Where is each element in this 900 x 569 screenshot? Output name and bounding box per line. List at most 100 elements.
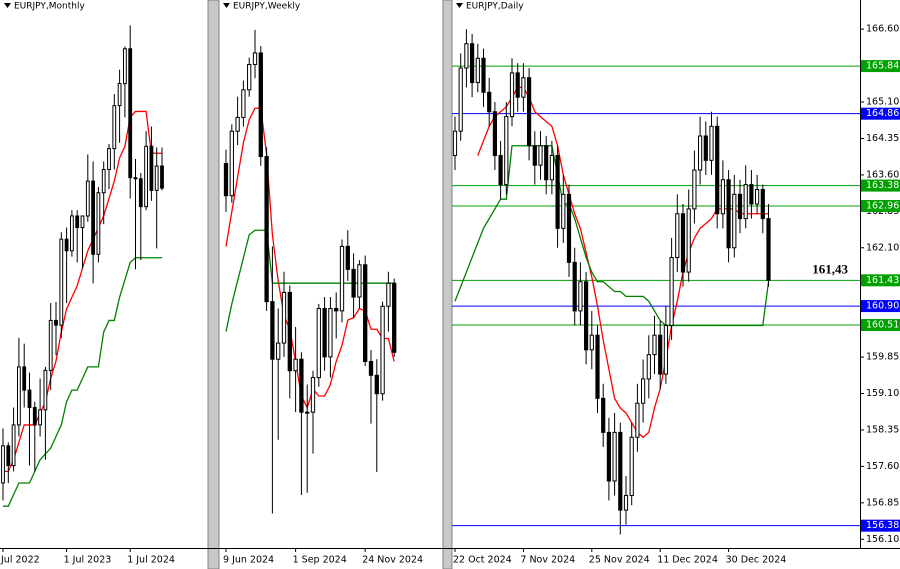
candle-body: [276, 342, 281, 360]
candle-body: [749, 184, 754, 205]
level-label-box: [861, 274, 900, 287]
candle-body: [521, 77, 526, 98]
candle-body: [680, 213, 686, 273]
candle-body: [504, 116, 509, 186]
candle-body: [17, 366, 21, 426]
candle-body: [470, 43, 475, 84]
candle-body: [584, 281, 589, 351]
candle-body: [293, 358, 298, 372]
candle-body: [492, 111, 497, 156]
candle-body: [578, 281, 583, 312]
candle-body: [368, 360, 374, 376]
candle-body: [38, 409, 43, 426]
candle-body: [123, 48, 127, 85]
x-tick-label: 11 Dec 2024: [657, 555, 718, 566]
candle-body: [760, 188, 765, 220]
x-tick-label: 7 Nov 2024: [520, 555, 575, 566]
title-icon: [4, 3, 11, 8]
candle-body: [328, 308, 333, 358]
candle-body: [80, 215, 85, 229]
candle-body: [96, 192, 101, 255]
candle-body: [241, 89, 246, 118]
candle-body: [755, 188, 760, 205]
y-tick-label: 157.60: [866, 461, 899, 472]
candle-body: [698, 135, 703, 171]
candle-body: [566, 193, 572, 263]
title-icon: [223, 3, 230, 8]
candle-body: [732, 193, 737, 249]
candle-body: [623, 495, 629, 511]
level-label: 161.43: [866, 275, 899, 286]
level-label-box: [861, 519, 900, 532]
candle-body: [32, 407, 37, 426]
candle-body: [498, 154, 503, 186]
level-label-box: [861, 60, 900, 73]
candle-body: [287, 291, 292, 372]
y-tick-label: 164.35: [866, 133, 899, 144]
level-label: 160.51: [866, 320, 899, 331]
candle-body: [85, 180, 90, 217]
y-tick-label: 162.10: [866, 242, 899, 253]
candle-body: [258, 52, 263, 158]
level-label: 163.38: [866, 180, 899, 191]
chart-panel: [452, 29, 860, 535]
candle-body: [339, 245, 345, 312]
candle-body: [675, 213, 680, 258]
candle-body: [663, 324, 668, 375]
chart-title: EURJPY,Daily: [466, 2, 524, 12]
chart-panel: [1, 25, 164, 507]
candle-body: [270, 301, 275, 360]
candle-body: [589, 334, 594, 351]
level-label-box: [861, 199, 900, 212]
candle-body: [101, 169, 106, 194]
candle-body: [299, 358, 304, 413]
candle-body: [646, 354, 651, 380]
level-label: 156.38: [866, 520, 899, 531]
x-tick-label: 1 Sep 2024: [293, 555, 347, 566]
candle-body: [635, 402, 640, 438]
candle-body: [658, 334, 663, 375]
candle-body: [766, 218, 771, 281]
x-tick-label: 24 Nov 2024: [362, 555, 423, 566]
candle-body: [703, 135, 708, 161]
candle-body: [91, 180, 95, 255]
candle-body: [223, 162, 229, 197]
candle-body: [527, 77, 532, 147]
candle-body: [743, 184, 748, 220]
candle-body: [322, 308, 327, 358]
candle-body: [54, 319, 58, 326]
y-tick-label: 159.85: [866, 352, 899, 363]
candle-body: [374, 374, 379, 395]
candle-body: [544, 145, 549, 181]
candle-body: [117, 83, 122, 107]
candle-body: [316, 308, 321, 379]
level-label-box: [861, 300, 900, 313]
indicator-line: [454, 145, 770, 327]
candle-body: [481, 57, 486, 93]
candle-body: [464, 43, 469, 69]
level-label: 162.96: [866, 200, 899, 211]
candle-body: [509, 72, 515, 118]
candle-body: [641, 378, 646, 404]
candle-body: [351, 268, 356, 298]
candle-body: [715, 125, 720, 215]
candle-body: [595, 334, 600, 399]
candle-body: [686, 208, 691, 273]
candle-body: [572, 261, 577, 312]
candle-body: [709, 125, 714, 161]
level-label-box: [861, 179, 900, 192]
y-tick-label: 158.35: [866, 424, 899, 435]
candle-body: [64, 238, 69, 252]
candle-body: [618, 431, 623, 511]
candle-body: [149, 145, 154, 191]
y-tick-label: 165.10: [866, 97, 899, 108]
x-tick-label: 25 Nov 2024: [589, 555, 650, 566]
candle-body: [601, 397, 606, 433]
x-tick-label: 22 Oct 2024: [453, 555, 512, 566]
candle-body: [720, 179, 725, 215]
candle-body: [652, 334, 657, 356]
y-tick-label: 163.60: [866, 169, 899, 180]
candle-body: [629, 436, 634, 497]
level-label: 165.84: [866, 61, 899, 72]
